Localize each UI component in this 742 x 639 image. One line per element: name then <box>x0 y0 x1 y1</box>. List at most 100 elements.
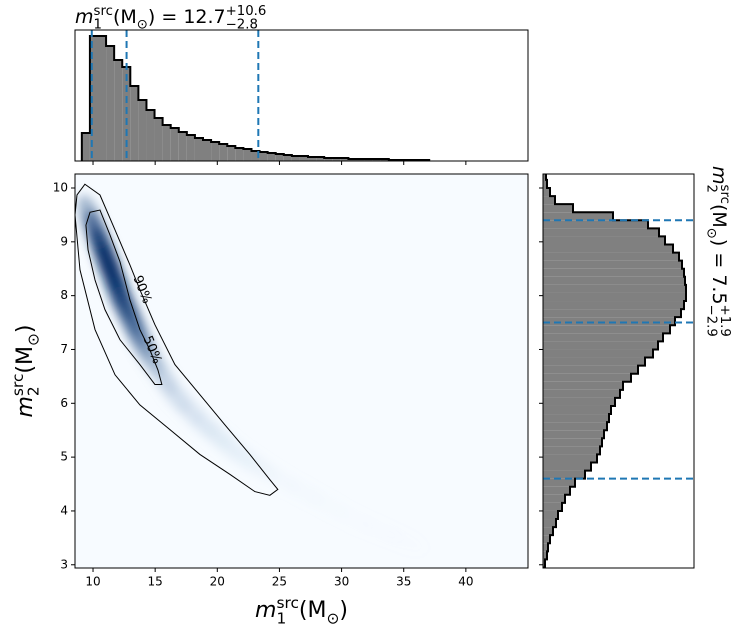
y-tick-label: 8 <box>60 288 68 302</box>
histogram-bar <box>543 179 547 188</box>
histogram-bar <box>291 156 300 161</box>
histogram-bar <box>543 268 684 277</box>
histogram-bar <box>543 494 565 503</box>
x-tick-label: 10 <box>85 575 100 589</box>
histogram-bar <box>543 252 679 261</box>
subscript: −2.8 <box>226 18 258 33</box>
histogram-bar <box>186 135 195 161</box>
histogram-bar <box>543 204 573 213</box>
label-text: (M <box>13 346 38 374</box>
histogram-bar <box>543 543 548 552</box>
histogram-bar <box>543 276 685 285</box>
superscript: src <box>276 594 298 612</box>
y-tick-label: 3 <box>60 557 68 571</box>
superscript: +10.6 <box>226 4 267 19</box>
histogram-bar <box>203 140 212 161</box>
histogram-bar <box>543 373 631 382</box>
histogram-bar <box>211 142 220 161</box>
histogram-bar <box>235 148 244 161</box>
histogram-bar <box>114 60 123 161</box>
histogram-bar <box>543 292 686 302</box>
histogram-bar <box>543 389 620 398</box>
density-cell <box>282 477 326 507</box>
label-text: ) <box>13 325 38 334</box>
histogram-bar <box>543 381 623 390</box>
histogram-bar <box>267 153 276 161</box>
label-text: m <box>13 396 38 417</box>
histogram-bar <box>543 527 553 536</box>
label-text: ) = 7.5 <box>708 239 730 305</box>
histogram-bar <box>543 196 555 205</box>
right-histogram <box>543 174 694 568</box>
top-histogram <box>80 30 431 161</box>
histogram-bar <box>543 212 613 221</box>
histogram-bar <box>97 36 107 161</box>
histogram-bar <box>543 228 659 237</box>
histogram-bar <box>308 157 317 161</box>
histogram-bar <box>543 551 547 560</box>
axes-frame <box>74 173 529 569</box>
histogram-bar <box>543 414 609 423</box>
y-tick-label: 5 <box>60 450 68 464</box>
subscript: 1 <box>276 610 286 628</box>
histogram-bar <box>543 397 615 406</box>
x-tick-label: 25 <box>272 575 287 589</box>
subscript: ⊙ <box>25 333 43 346</box>
x-tick-label: 30 <box>334 575 349 589</box>
histogram-bar <box>251 151 260 161</box>
subscript: ⊙ <box>137 18 148 33</box>
histogram-bar <box>543 430 604 439</box>
histogram-bar <box>543 341 658 350</box>
histogram-bar <box>259 152 268 161</box>
histogram-bar <box>543 486 570 495</box>
histogram-bar <box>543 365 638 374</box>
histogram-bar <box>283 155 292 161</box>
contour <box>75 183 279 496</box>
axes-frame <box>74 29 529 162</box>
superscript: src <box>9 374 27 396</box>
histogram-bar <box>89 36 98 161</box>
histogram-bar <box>543 454 597 463</box>
histogram-bar <box>543 333 663 342</box>
histogram-bar <box>543 357 645 366</box>
histogram-bar <box>543 174 546 180</box>
histogram-bar <box>543 470 585 479</box>
subscript: 2 <box>25 386 43 396</box>
histogram-bar <box>316 157 325 161</box>
label-text: (M <box>708 204 730 228</box>
histogram-bar <box>219 144 228 161</box>
superscript: src <box>94 4 113 19</box>
histogram-outline <box>543 174 687 568</box>
label-text: m <box>255 598 276 623</box>
subscript: 1 <box>94 18 102 33</box>
histogram-bar <box>299 156 309 161</box>
y-tick-label: 6 <box>60 396 68 410</box>
histogram-bar <box>138 100 147 161</box>
histogram-bar <box>543 405 611 415</box>
label-text: ) = 12.7 <box>148 6 226 28</box>
label-text: m <box>75 6 94 28</box>
histogram-bar <box>243 149 252 161</box>
x-tick-label: 15 <box>148 575 163 589</box>
histogram-bar <box>324 158 333 161</box>
histogram-bar <box>154 118 163 161</box>
x-tick-label: 40 <box>458 575 473 589</box>
heatmap-background <box>75 174 528 568</box>
histogram-bar <box>543 317 675 326</box>
histogram-bar <box>130 86 139 161</box>
histogram-bar <box>543 187 550 197</box>
histogram-bar <box>543 236 665 245</box>
histogram-outline <box>80 35 431 161</box>
subscript: −2.9 <box>703 305 718 337</box>
histogram-bar <box>178 132 187 161</box>
histogram-bar <box>162 125 171 161</box>
y-tick-label: 7 <box>60 342 68 356</box>
histogram-bar <box>340 158 349 161</box>
histogram-bar <box>543 284 686 293</box>
label-text: ) <box>339 598 348 623</box>
subscript: 2 <box>703 185 718 193</box>
